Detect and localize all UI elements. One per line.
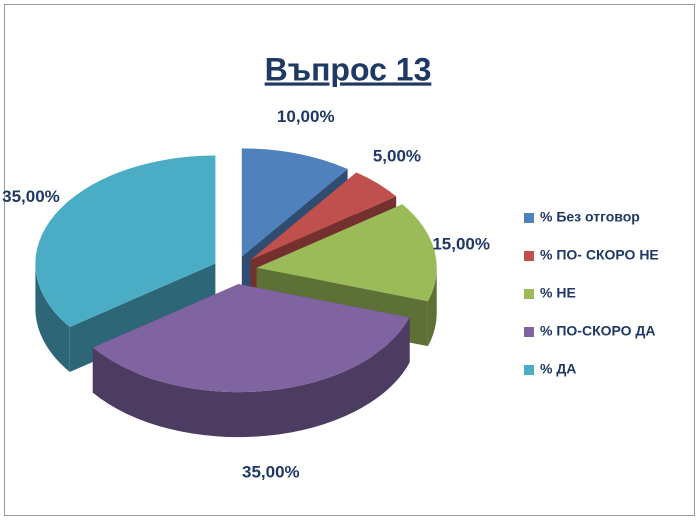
legend-label: % ДА (540, 361, 576, 377)
legend-label: % Без отговор (540, 209, 640, 225)
chart-title: Въпрос 13 (265, 51, 432, 87)
data-label: 35,00% (2, 187, 60, 206)
data-label: 15,00% (432, 234, 490, 253)
legend-label: % ПО- СКОРО НЕ (540, 247, 659, 263)
legend-swatch (524, 289, 534, 299)
data-label: 35,00% (242, 463, 300, 482)
legend-swatch (524, 213, 534, 223)
slice-top (241, 148, 348, 257)
slice-wall (35, 263, 70, 372)
legend-label: % ПО-СКОРО ДА (540, 323, 656, 339)
slice-wall (92, 317, 410, 438)
slice-top (256, 204, 437, 302)
data-label: 5,00% (373, 146, 421, 165)
data-label: 10,00% (277, 107, 335, 126)
legend-swatch (524, 327, 534, 337)
slice (92, 284, 410, 438)
slice-top (92, 284, 410, 393)
legend-label: % НЕ (540, 285, 576, 301)
slice-wall (427, 267, 437, 347)
slice-top (35, 155, 216, 327)
legend-swatch (524, 251, 534, 261)
legend-swatch (524, 365, 534, 375)
slice-top (250, 172, 397, 260)
